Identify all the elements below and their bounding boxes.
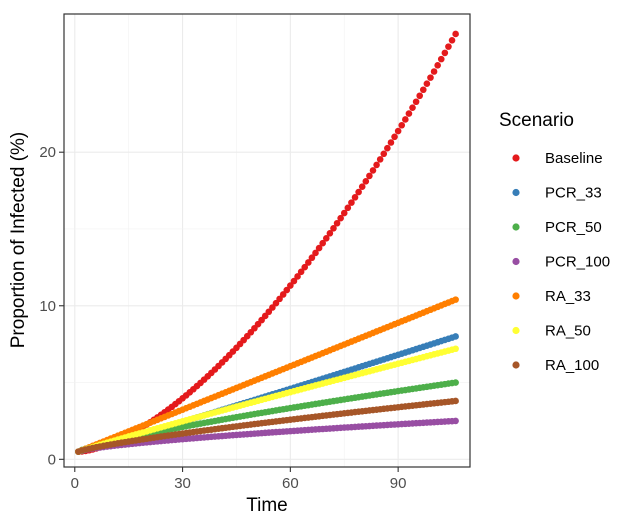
legend-item: Baseline [512,150,603,167]
data-point [452,30,459,38]
axis-layer: 0 30 60 90 0 10 20 [39,144,406,492]
data-point [333,219,341,227]
legend-key [512,361,520,369]
legend-item: PCR_100 [512,254,610,271]
data-point [294,273,301,280]
data-point [279,291,287,298]
data-point [276,295,283,303]
data-point [437,55,445,63]
legend-key [512,257,520,266]
data-point [412,98,420,106]
plot-border [63,13,471,468]
x-axis-title: Time [246,495,288,516]
legend-key [512,154,520,162]
data-point [308,254,316,262]
data-point [384,144,391,152]
data-point [405,110,413,117]
data-point [330,225,337,232]
data-point [301,263,309,271]
data-point [283,286,291,294]
data-point [337,214,344,222]
data-point [348,199,355,206]
legend-label: RA_100 [545,357,599,374]
data-point [351,194,359,201]
legend-item: RA_33 [512,288,591,305]
legend-key [512,188,520,197]
series-ra-50 [75,345,459,455]
data-point [322,234,330,242]
legend-key [512,223,520,231]
series-ra-100 [75,397,459,455]
data-point [452,397,459,405]
data-point [448,37,456,44]
x-tick-label: 90 [390,475,407,492]
legend-label: RA_50 [545,323,591,340]
legend-item: RA_50 [512,323,591,340]
legend-title: Scenario [499,110,574,131]
data-point [416,92,424,100]
data-point [452,345,459,353]
data-point [369,167,377,174]
data-point [409,104,416,111]
data-point [312,249,319,257]
legend-label: PCR_100 [545,254,610,271]
data-point [452,417,459,425]
data-point [326,230,334,237]
data-point [419,86,427,94]
legend-label: PCR_33 [545,185,602,202]
data-point [272,299,280,307]
data-point [387,139,395,146]
data-point [290,277,298,285]
data-point [315,244,323,252]
legend-item: RA_100 [512,357,599,374]
data-point [355,188,362,196]
series-layer [75,30,459,455]
legend-key [512,326,520,335]
data-point [452,333,459,340]
data-point [305,259,312,266]
data-point [430,68,438,75]
legend-label: RA_33 [545,288,591,305]
data-point [344,204,352,212]
data-point [380,150,388,158]
y-tick-label: 10 [39,298,56,315]
y-tick-label: 20 [39,144,56,161]
legend-key [512,292,520,300]
data-point [319,239,326,247]
data-point [452,296,459,303]
data-point [423,80,431,87]
data-point [441,49,449,57]
data-point [402,116,409,123]
data-point [391,133,398,141]
data-point [340,209,348,217]
data-point [358,183,366,191]
y-axis-title: Proportion of Infected (%) [8,132,29,349]
data-point [376,156,384,163]
legend: Scenario Baseline PCR_33 PCR_50 PCR_100 RA_3… [499,110,610,374]
data-point [366,172,373,180]
legend-label: PCR_50 [545,219,602,236]
y-tick-label: 0 [48,451,56,468]
data-point [287,282,294,289]
data-point [373,161,380,169]
x-tick-label: 30 [174,475,191,492]
data-point [452,379,459,386]
x-tick-label: 0 [71,475,79,492]
data-point [445,43,452,50]
legend-item: PCR_33 [512,185,602,202]
legend-item: PCR_50 [512,219,602,236]
data-point [297,268,305,276]
data-point [362,178,370,185]
data-point [427,74,434,81]
grid-layer [64,14,470,467]
x-tick-label: 60 [282,475,299,492]
data-point [394,127,402,135]
legend-items: Baseline PCR_33 PCR_50 PCR_100 RA_33 RA_50 RA_… [512,150,610,374]
legend-label: Baseline [545,150,603,167]
data-point [398,121,406,129]
data-point [434,62,441,69]
